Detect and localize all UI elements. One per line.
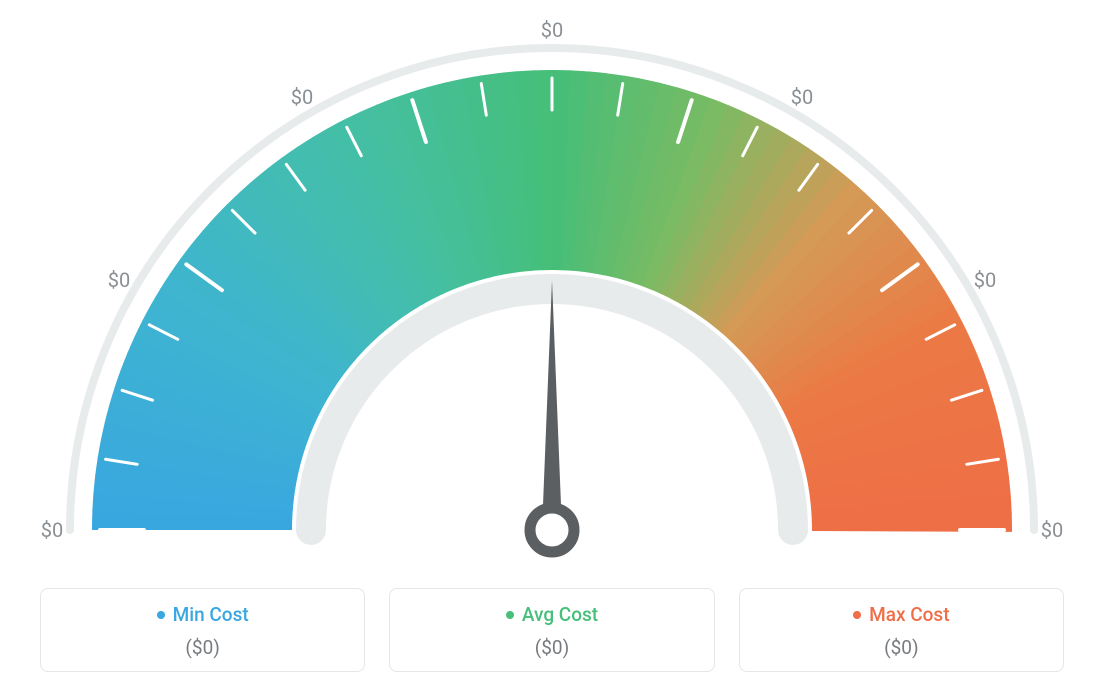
gauge-tick-label: $0	[291, 85, 313, 109]
legend-row: Min Cost ($0) Avg Cost ($0) Max Cost ($0…	[40, 588, 1064, 672]
legend-dot-min	[157, 611, 165, 619]
legend-card-avg: Avg Cost ($0)	[389, 588, 714, 672]
legend-value-max: ($0)	[750, 636, 1053, 659]
legend-title-avg: Avg Cost	[506, 603, 598, 626]
legend-dot-max	[853, 611, 861, 619]
gauge-tick-label: $0	[541, 18, 563, 42]
gauge-tick-label: $0	[974, 268, 996, 292]
gauge-tick-label: $0	[791, 85, 813, 109]
legend-card-max: Max Cost ($0)	[739, 588, 1064, 672]
legend-title-max: Max Cost	[853, 603, 949, 626]
cost-gauge: $0 $0 $0 $0 $0 $0 $0	[0, 0, 1104, 560]
legend-title-min: Min Cost	[157, 603, 249, 626]
legend-label-avg: Avg Cost	[522, 603, 598, 626]
legend-card-min: Min Cost ($0)	[40, 588, 365, 672]
legend-value-min: ($0)	[51, 636, 354, 659]
legend-label-min: Min Cost	[173, 603, 249, 626]
legend-value-avg: ($0)	[400, 636, 703, 659]
gauge-tick-label: $0	[1041, 518, 1063, 542]
legend-dot-avg	[506, 611, 514, 619]
gauge-tick-label: $0	[41, 518, 63, 542]
gauge-tick-label: $0	[108, 268, 130, 292]
gauge-svg	[0, 0, 1104, 560]
legend-label-max: Max Cost	[869, 603, 949, 626]
